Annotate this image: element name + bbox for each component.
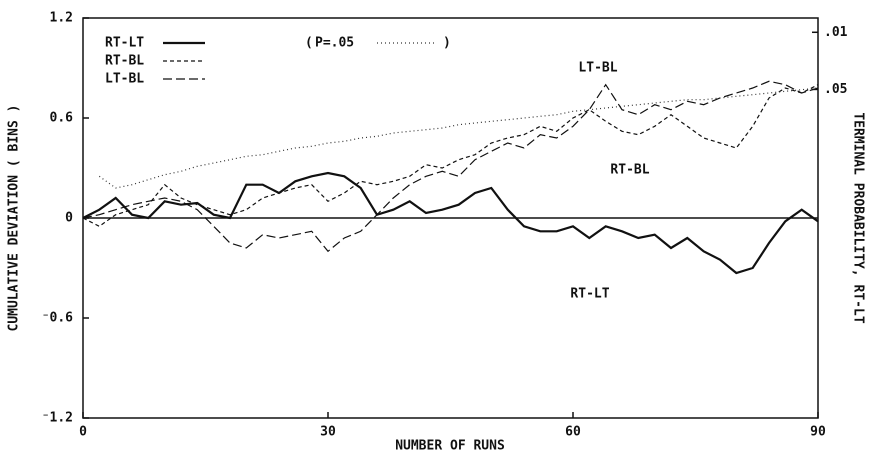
x-axis-label: NUMBER OF RUNS [395, 439, 505, 454]
annotation: RT-LT [570, 287, 609, 302]
y-tick-label: 0.6 [50, 111, 74, 126]
series-line [98, 87, 819, 189]
legend-label: P=.05 [315, 36, 354, 51]
y-tick-label: 1.2 [50, 11, 73, 26]
x-tick-label: 90 [810, 425, 826, 440]
y-tick-label: 0 [65, 211, 73, 226]
legend-paren: ) [443, 36, 451, 51]
y-tick-label: ⁻1.2 [42, 411, 73, 426]
series-line [82, 171, 819, 275]
legend-label: RT-LT [105, 36, 144, 51]
legend-label: LT-BL [105, 72, 144, 87]
annotation: RT-BL [610, 163, 649, 178]
y-tick-label: ⁻0.6 [42, 311, 73, 326]
y2-tick-label: .05 [824, 82, 847, 97]
x-tick-label: 60 [565, 425, 581, 440]
y2-tick-label: .01 [824, 25, 848, 40]
y-axis-label: CUMULATIVE DEVIATION ( BINS ) [7, 105, 22, 332]
legend-paren: ( [305, 36, 313, 51]
x-tick-label: 30 [320, 425, 336, 440]
annotation: LT-BL [578, 61, 617, 76]
series-line [82, 80, 819, 253]
series-line [82, 84, 819, 227]
x-tick-label: 0 [79, 425, 87, 440]
y2-axis-label: TERMINAL PROBABILITY, RT-LT [851, 112, 866, 323]
legend-label: RT-BL [105, 54, 144, 69]
